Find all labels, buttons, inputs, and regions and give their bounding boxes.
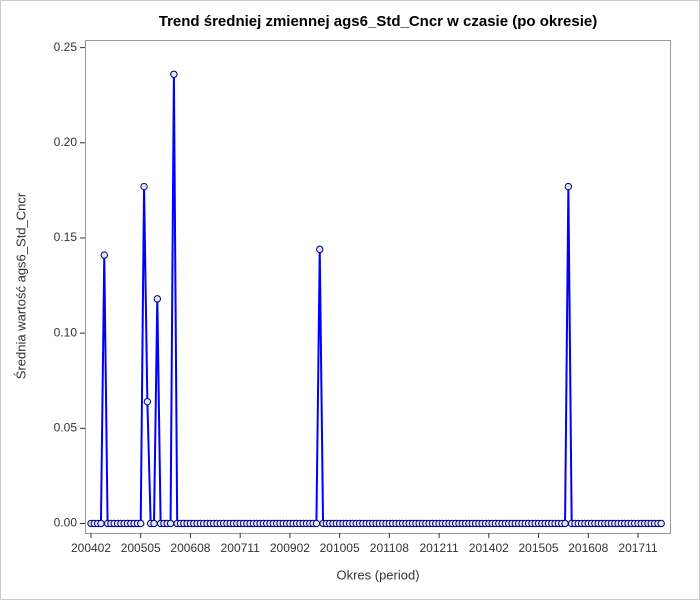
- marker: [140, 182, 148, 191]
- x-tick-label: 200608: [170, 541, 210, 555]
- x-tick-label: 201505: [519, 541, 559, 555]
- x-tick-label: 200402: [71, 541, 111, 555]
- marker: [166, 519, 175, 528]
- marker: [153, 295, 162, 303]
- x-tick-label: 200505: [121, 541, 161, 555]
- marker: [561, 519, 569, 528]
- x-tick-label: 201608: [568, 541, 608, 555]
- y-tick-label: 0.20: [54, 135, 78, 149]
- marker: [137, 519, 145, 528]
- marker: [97, 519, 105, 528]
- marker: [143, 397, 152, 406]
- marker: [564, 182, 573, 191]
- x-tick-label: 201211: [419, 541, 458, 555]
- y-axis-label: Średnia wartość ags6_Std_Cncr: [13, 192, 28, 379]
- plot-frame: [85, 40, 671, 534]
- marker: [312, 519, 321, 528]
- marker: [150, 519, 158, 528]
- y-tick-label: 0.05: [54, 420, 78, 434]
- marker: [657, 519, 665, 528]
- x-tick-label: 201108: [370, 541, 409, 555]
- y-tick-label: 0.15: [54, 230, 78, 244]
- y-tick-label: 0.25: [54, 40, 78, 54]
- x-tick-label: 201711: [618, 541, 657, 555]
- x-tick-label: 200902: [270, 541, 310, 555]
- marker: [316, 245, 324, 254]
- y-tick-label: 0.00: [54, 516, 78, 530]
- y-tick-label: 0.10: [54, 325, 78, 339]
- x-tick-label: 201005: [320, 541, 360, 555]
- x-tick-label: 201402: [469, 541, 509, 555]
- marker: [170, 70, 178, 78]
- chart-title: Trend średniej zmiennej ags6_Std_Cncr w …: [159, 13, 598, 30]
- marker: [100, 251, 108, 259]
- x-axis-label: Okres (period): [336, 567, 419, 582]
- x-tick-label: 200711: [221, 541, 260, 555]
